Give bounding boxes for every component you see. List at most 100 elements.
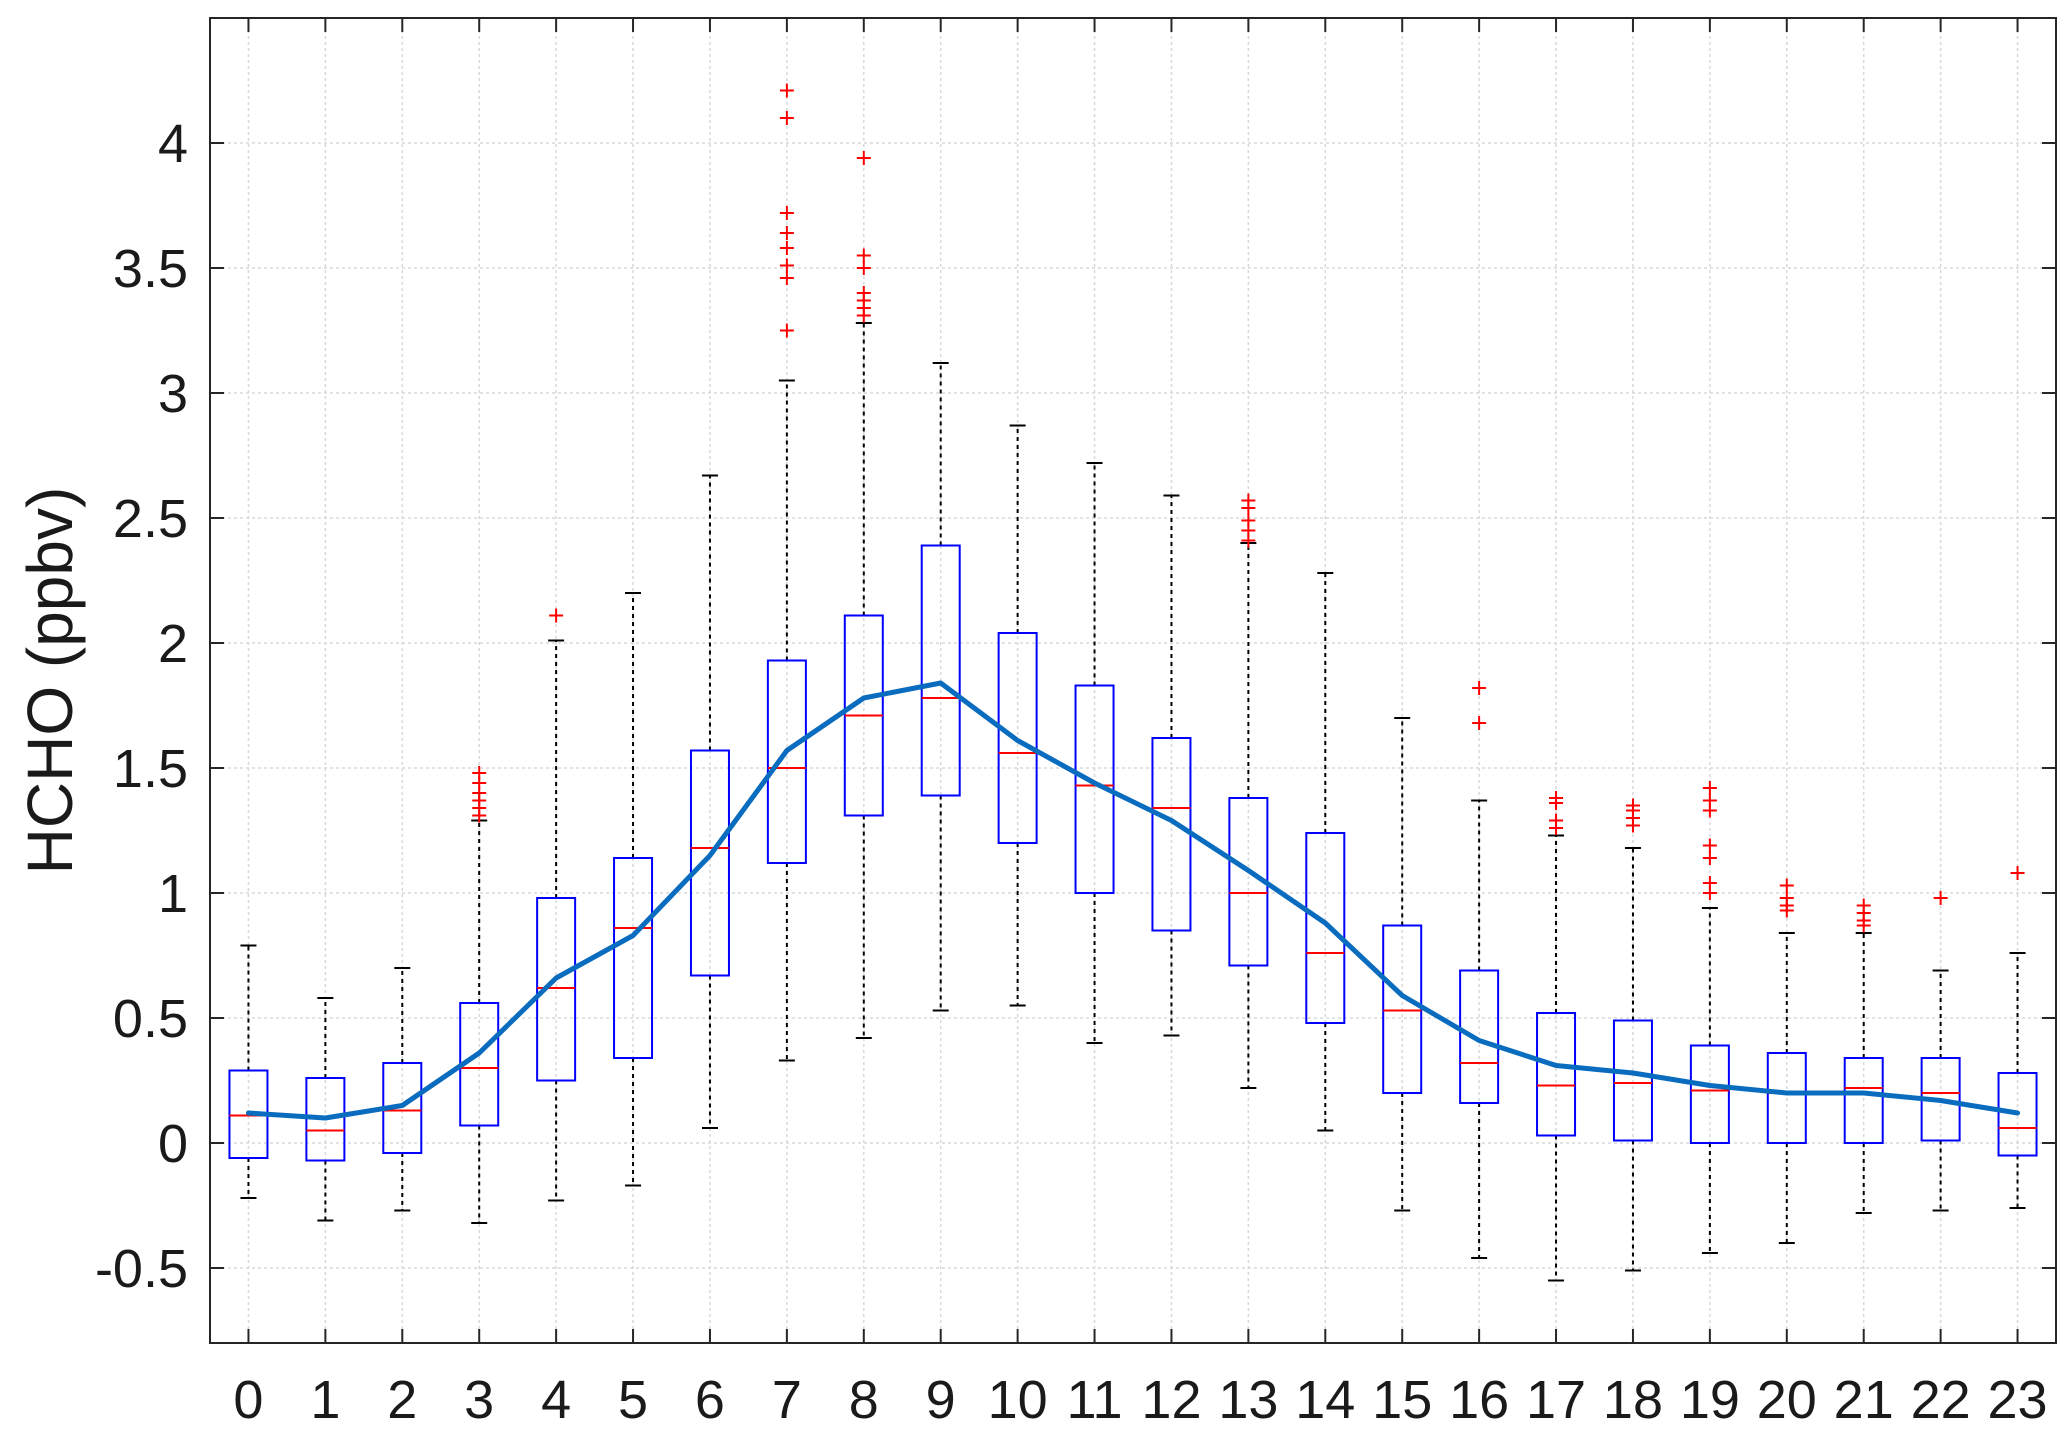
x-tick-label: 1 bbox=[310, 1370, 340, 1430]
y-tick-label: 2.5 bbox=[113, 489, 188, 549]
outlier-marker bbox=[1933, 891, 1948, 905]
box-hour-17 bbox=[1536, 791, 1577, 1282]
iqr-box bbox=[1074, 684, 1115, 894]
iqr-box bbox=[1997, 1072, 2038, 1157]
box-hour-12 bbox=[1151, 494, 1192, 1037]
iqr-box bbox=[1612, 1019, 1653, 1142]
outlier-marker bbox=[1241, 513, 1256, 528]
outlier-marker bbox=[549, 608, 564, 623]
box-hour-4 bbox=[536, 608, 577, 1202]
x-tick-label: 14 bbox=[1295, 1370, 1355, 1430]
x-tick-label: 21 bbox=[1834, 1370, 1894, 1430]
box-series bbox=[228, 83, 2038, 1282]
outlier-marker bbox=[779, 111, 794, 125]
outlier-marker bbox=[779, 271, 794, 285]
outlier-marker bbox=[1702, 781, 1717, 795]
x-tick-label: 0 bbox=[233, 1370, 263, 1430]
y-tick-label: 1 bbox=[158, 864, 188, 924]
grid-lines bbox=[210, 18, 2056, 1343]
iqr-box bbox=[1536, 1012, 1577, 1137]
outlier-marker bbox=[779, 226, 794, 240]
x-tick-label: 13 bbox=[1218, 1370, 1278, 1430]
x-tick-label: 16 bbox=[1449, 1370, 1509, 1430]
x-tick-label: 3 bbox=[464, 1370, 494, 1430]
box-hour-16 bbox=[1459, 681, 1500, 1259]
outlier-marker bbox=[856, 248, 871, 263]
box-hour-19 bbox=[1689, 781, 1730, 1254]
outlier-marker bbox=[1472, 681, 1487, 695]
outlier-marker bbox=[1856, 898, 1871, 913]
box-hour-2 bbox=[382, 967, 423, 1212]
outlier-marker bbox=[1779, 878, 1794, 893]
outlier-marker bbox=[1702, 793, 1717, 808]
x-tick-label: 20 bbox=[1757, 1370, 1817, 1430]
x-tick-label: 15 bbox=[1372, 1370, 1432, 1430]
iqr-box bbox=[1305, 832, 1346, 1024]
outlier-marker bbox=[856, 151, 871, 165]
box-hour-0 bbox=[228, 944, 269, 1199]
x-tick-label: 17 bbox=[1526, 1370, 1586, 1430]
outlier-marker bbox=[2010, 866, 2025, 880]
box-hour-7 bbox=[766, 83, 807, 1062]
box-hour-9 bbox=[920, 362, 961, 1012]
box-hour-10 bbox=[997, 424, 1038, 1007]
outlier-marker bbox=[856, 286, 871, 300]
x-tick-label: 4 bbox=[541, 1370, 571, 1430]
box-hour-6 bbox=[689, 474, 730, 1129]
outlier-marker bbox=[779, 241, 794, 255]
iqr-box bbox=[997, 632, 1038, 844]
outlier-marker bbox=[1702, 876, 1717, 890]
box-hour-14 bbox=[1305, 572, 1346, 1132]
x-tick-label: 22 bbox=[1911, 1370, 1971, 1430]
x-tick-label: 10 bbox=[988, 1370, 1048, 1430]
x-tick-label: 12 bbox=[1141, 1370, 1201, 1430]
outlier-marker bbox=[1549, 813, 1564, 828]
iqr-box bbox=[536, 897, 577, 1082]
outlier-marker bbox=[1779, 891, 1794, 905]
x-tick-label: 18 bbox=[1603, 1370, 1663, 1430]
iqr-box bbox=[1689, 1044, 1730, 1144]
y-tick-label: 3.5 bbox=[113, 239, 188, 299]
outlier-marker bbox=[1702, 851, 1717, 865]
x-tick-label: 2 bbox=[387, 1370, 417, 1430]
box-hour-23 bbox=[1997, 866, 2038, 1209]
iqr-box bbox=[1843, 1057, 1884, 1144]
box-hour-22 bbox=[1920, 891, 1961, 1212]
outlier-marker bbox=[1241, 493, 1256, 508]
outlier-marker bbox=[1625, 798, 1640, 813]
x-tick-label: 19 bbox=[1680, 1370, 1740, 1430]
outlier-marker bbox=[856, 261, 871, 275]
x-tick-label: 9 bbox=[926, 1370, 956, 1430]
outlier-marker bbox=[779, 206, 794, 220]
y-tick-label: -0.5 bbox=[95, 1239, 188, 1299]
outlier-marker bbox=[779, 323, 794, 338]
y-tick-label: 0 bbox=[158, 1114, 188, 1174]
outlier-marker bbox=[779, 258, 794, 273]
box-hour-8 bbox=[843, 151, 884, 1039]
outlier-marker bbox=[779, 83, 794, 98]
x-tick-label: 11 bbox=[1067, 1370, 1123, 1430]
box-hour-18 bbox=[1612, 798, 1653, 1272]
mean-line bbox=[245, 680, 2021, 1121]
box-hour-21 bbox=[1843, 898, 1884, 1214]
outlier-marker bbox=[1549, 791, 1564, 805]
box-hour-11 bbox=[1074, 462, 1115, 1044]
iqr-box bbox=[766, 659, 807, 864]
iqr-box bbox=[920, 544, 961, 797]
y-tick-label: 3 bbox=[158, 364, 188, 424]
iqr-box bbox=[1459, 969, 1500, 1104]
outlier-marker bbox=[1472, 716, 1487, 730]
y-tick-label: 2 bbox=[158, 614, 188, 674]
x-tick-label: 7 bbox=[772, 1370, 802, 1430]
outlier-marker bbox=[472, 766, 487, 780]
y-axis-label: HCHO (ppbv) bbox=[14, 487, 86, 875]
x-tick-label: 8 bbox=[849, 1370, 879, 1430]
y-tick-label: 0.5 bbox=[113, 989, 188, 1049]
mean-series bbox=[245, 680, 2021, 1121]
iqr-box bbox=[689, 749, 730, 977]
axis-ticks: 0 1 2 3 4 5 6 7 8 9 10 11 12 13 14 15 16 17 18 19 20 21 22 23-0… bbox=[95, 18, 2056, 1430]
box-hour-15 bbox=[1382, 717, 1423, 1212]
y-tick-label: 1.5 bbox=[113, 739, 188, 799]
